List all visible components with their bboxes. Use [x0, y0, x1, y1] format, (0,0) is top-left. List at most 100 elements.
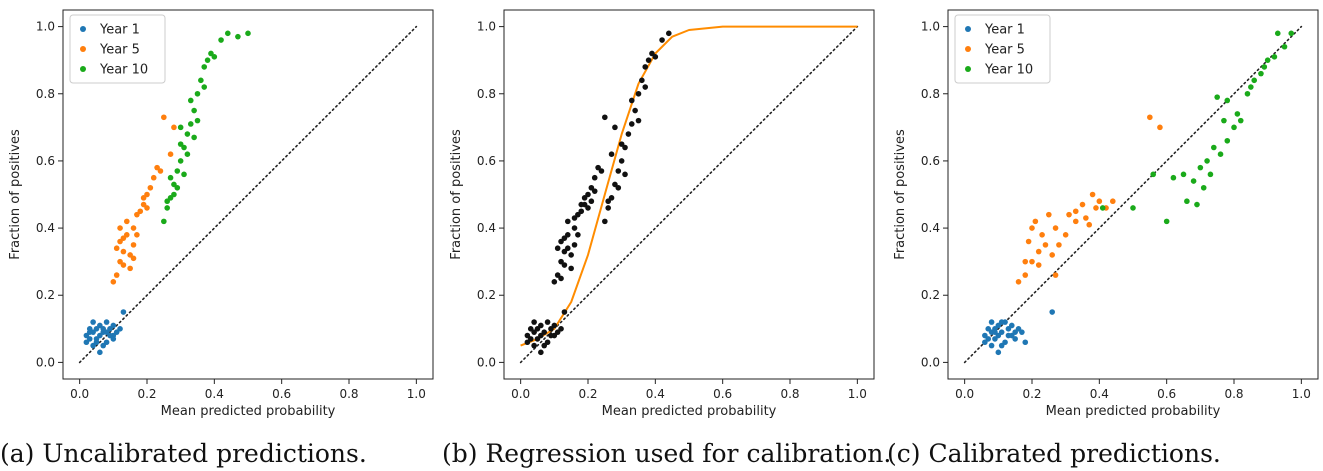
- data-point: [1214, 94, 1220, 100]
- data-point: [1005, 332, 1012, 339]
- data-point: [117, 326, 123, 332]
- panel-b: 0.0 0.2 0.4 0.6 0.8 1.0 0.0 0.2 0.4 0.6 0.8 1.0 Mean…: [442, 9, 891, 468]
- data-point: [564, 218, 571, 225]
- data-point: [1204, 158, 1210, 164]
- data-point: [605, 205, 611, 211]
- data-point: [127, 265, 133, 272]
- data-point: [1184, 198, 1190, 205]
- data-point: [113, 245, 120, 252]
- data-point: [1079, 201, 1086, 208]
- data-point: [998, 342, 1005, 349]
- data-point: [157, 168, 164, 174]
- figure-caption: (a) Uncalibrated predictions.: [0, 439, 367, 468]
- y-tick-label: 0.2: [477, 288, 496, 302]
- data-point: [1083, 215, 1089, 221]
- data-point: [1019, 329, 1025, 335]
- data-point: [1008, 322, 1015, 329]
- data-point: [561, 309, 568, 315]
- data-point: [97, 332, 103, 339]
- plot-frame: [62, 9, 434, 380]
- legend-box: [69, 14, 166, 84]
- data-point: [1039, 231, 1045, 238]
- data-point: [174, 168, 181, 174]
- y-tick-label: 1.0: [921, 20, 940, 34]
- data-point: [1056, 242, 1062, 248]
- x-tick-label: 0.8: [780, 387, 799, 401]
- x-tick-label: 1.0: [848, 387, 867, 401]
- data-point: [167, 151, 174, 158]
- data-point: [615, 168, 622, 174]
- data-point: [204, 57, 211, 63]
- data-point: [1072, 208, 1079, 215]
- data-point: [1207, 171, 1214, 178]
- data-point: [1025, 238, 1032, 245]
- data-point: [1042, 242, 1049, 248]
- data-point: [1157, 124, 1163, 131]
- data-point: [167, 174, 174, 181]
- data-point: [187, 97, 194, 104]
- x-tick-label: 0.4: [646, 387, 665, 401]
- data-point: [618, 158, 625, 164]
- plot-frame: [503, 9, 875, 380]
- data-point: [150, 174, 157, 181]
- data-point: [612, 124, 618, 131]
- data-point: [110, 336, 117, 342]
- data-point: [194, 90, 201, 97]
- y-tick-label: 0.2: [921, 288, 940, 302]
- data-point: [591, 188, 598, 194]
- data-point: [224, 30, 231, 37]
- data-point: [575, 231, 581, 238]
- data-point: [571, 215, 578, 221]
- data-point: [608, 151, 615, 158]
- y-tick-label: 0.6: [921, 154, 940, 168]
- data-point: [1022, 339, 1029, 346]
- data-point: [1231, 124, 1237, 131]
- data-point: [1211, 144, 1217, 151]
- legend-marker: [965, 46, 971, 52]
- data-point: [1052, 225, 1059, 231]
- data-point: [1032, 218, 1039, 225]
- calibration-fit-curve: [520, 25, 858, 347]
- data-point: [191, 134, 197, 141]
- data-point: [534, 326, 541, 332]
- data-point: [1234, 111, 1241, 117]
- x-tick-label: 0.2: [137, 387, 156, 401]
- data-point: [201, 84, 208, 90]
- legend-label: Year 5: [99, 43, 140, 58]
- data-point: [1022, 258, 1029, 265]
- data-point: [581, 195, 588, 201]
- y-tick-label: 0.8: [477, 87, 496, 101]
- data-point: [1015, 279, 1022, 285]
- data-point: [161, 218, 167, 225]
- data-point: [164, 205, 170, 211]
- data-point: [120, 262, 127, 268]
- x-axis-label: Mean predicted probability: [602, 404, 777, 419]
- data-point: [645, 57, 652, 63]
- data-point: [1099, 205, 1106, 211]
- legend-marker: [80, 46, 86, 52]
- data-point: [538, 332, 544, 339]
- legend-label: Year 5: [984, 43, 1025, 58]
- data-point: [1163, 218, 1170, 225]
- data-point: [1264, 57, 1271, 63]
- data-point: [245, 30, 251, 37]
- data-point: [558, 326, 564, 332]
- data-point: [1197, 164, 1204, 171]
- legend-box: [954, 14, 1051, 84]
- data-point: [161, 114, 167, 121]
- x-tick-label: 0.8: [339, 387, 358, 401]
- data-point: [605, 198, 611, 205]
- figure-caption: (b) Regression used for calibration.: [442, 439, 891, 468]
- data-point: [561, 235, 568, 241]
- data-point: [568, 265, 574, 272]
- data-point: [1029, 225, 1035, 231]
- data-point: [100, 342, 107, 349]
- x-tick-label: 0.2: [578, 387, 597, 401]
- data-point: [1251, 77, 1258, 84]
- data-point: [177, 158, 184, 164]
- data-point: [538, 349, 544, 356]
- data-point: [659, 37, 665, 43]
- data-point: [1237, 117, 1244, 124]
- y-tick-label: 0.4: [921, 221, 940, 235]
- data-point: [103, 319, 110, 325]
